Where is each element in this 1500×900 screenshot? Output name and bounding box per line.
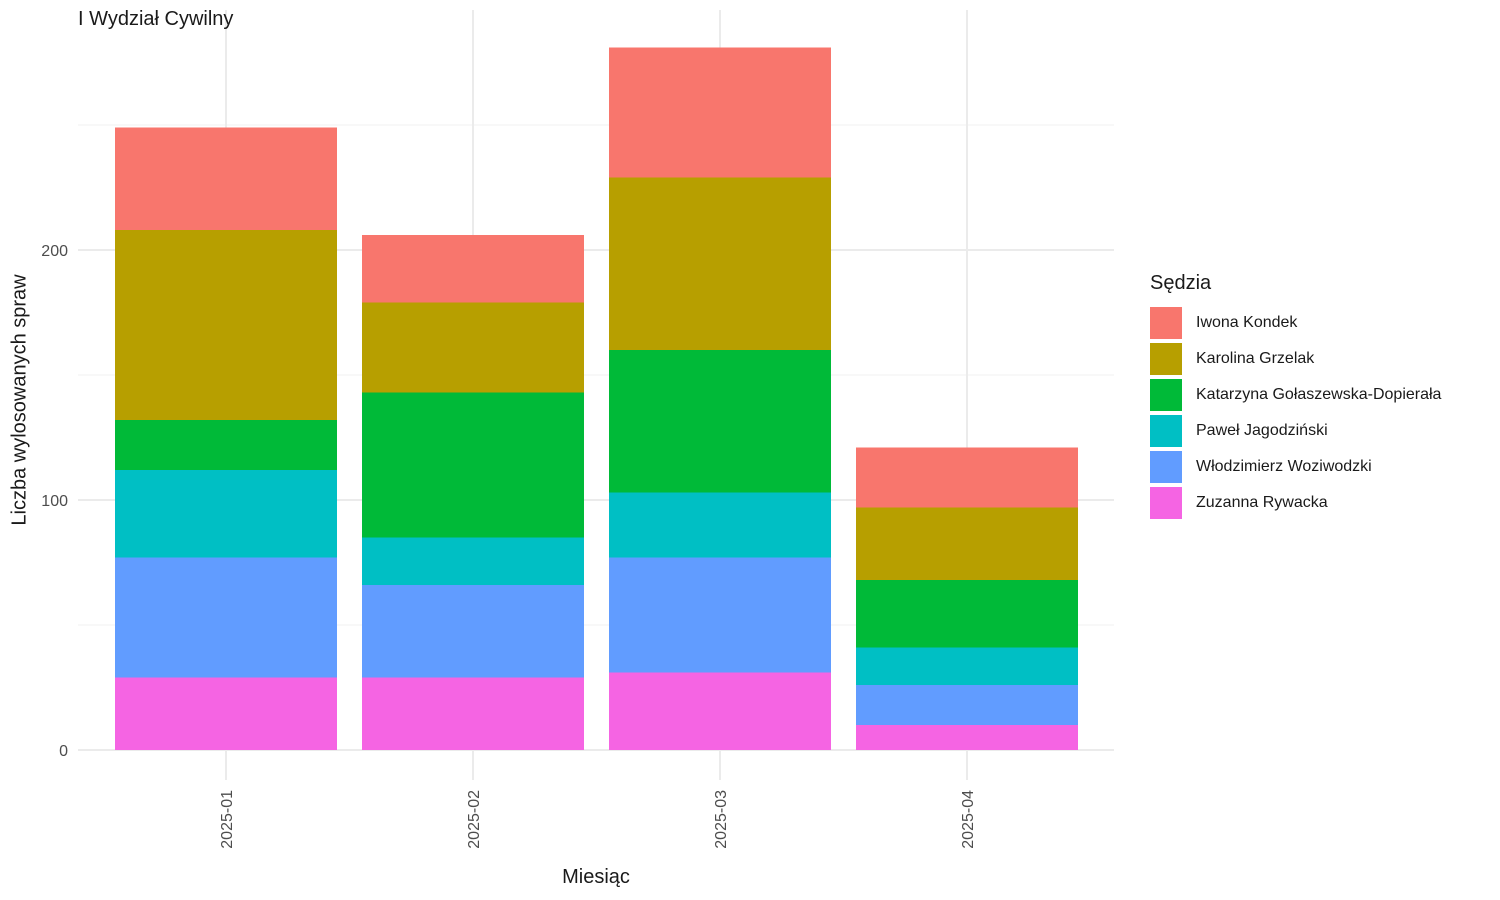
x-tick-label: 2025-04 <box>960 790 977 849</box>
legend-label: Włodzimierz Woziwodzki <box>1196 458 1372 475</box>
bar-segment <box>362 677 584 750</box>
legend-label: Paweł Jagodziński <box>1196 422 1328 439</box>
x-axis-label: Miesiąc <box>562 866 630 888</box>
legend-swatch <box>1150 343 1182 375</box>
bar-segment <box>856 580 1078 648</box>
legend-title: Sędzia <box>1150 272 1212 294</box>
x-tick-label: 2025-03 <box>713 790 730 849</box>
legend-item: Katarzyna Gołaszewska-Dopierała <box>1150 377 1441 413</box>
bar-segment <box>115 230 337 420</box>
bar-segment <box>115 557 337 678</box>
bar-segment <box>609 672 831 750</box>
bar-segment <box>609 350 831 493</box>
y-tick-label: 200 <box>41 243 68 260</box>
bar-segment <box>856 725 1078 750</box>
legend-swatch <box>1150 451 1182 483</box>
legend-items: Iwona Kondek Karolina Grzelak Katarzyna Go… <box>1150 305 1441 521</box>
bar-segment <box>609 47 831 178</box>
legend-swatch <box>1150 415 1182 447</box>
legend-item: Paweł Jagodziński <box>1150 413 1441 449</box>
bar-segment <box>609 177 831 350</box>
legend-label: Karolina Grzelak <box>1196 350 1315 367</box>
legend-swatch <box>1150 487 1182 519</box>
legend-item: Włodzimierz Woziwodzki <box>1150 449 1441 485</box>
y-tick-label: 100 <box>41 493 68 510</box>
y-axis-label: Liczba wylosowanych spraw <box>8 274 31 526</box>
bar-segment <box>609 492 831 558</box>
y-tick-label: 0 <box>59 743 68 760</box>
bar-segment <box>856 647 1078 685</box>
legend-swatch <box>1150 307 1182 339</box>
bar-segment <box>115 420 337 470</box>
y-axis-ticks: 0 100 200 <box>41 243 68 760</box>
chart-title: I Wydział Cywilny <box>78 8 234 30</box>
bar-segment <box>115 127 337 230</box>
bar-segment <box>115 677 337 750</box>
legend-label: Zuzanna Rywacka <box>1196 494 1328 511</box>
legend-label: Iwona Kondek <box>1196 314 1298 331</box>
bars <box>115 47 1078 750</box>
legend: Sędzia Iwona Kondek Karolina Grzelak Katar… <box>1150 272 1441 521</box>
legend-item: Karolina Grzelak <box>1150 341 1441 377</box>
bar-segment <box>362 392 584 538</box>
legend-label: Katarzyna Gołaszewska-Dopierała <box>1196 386 1442 403</box>
bar-segment <box>856 507 1078 580</box>
bar-segment <box>362 302 584 393</box>
bar-segment <box>609 557 831 673</box>
x-tick-label: 2025-01 <box>219 790 236 849</box>
legend-swatch <box>1150 379 1182 411</box>
x-tick-label: 2025-02 <box>466 790 483 849</box>
bar-segment <box>115 470 337 558</box>
bar-segment <box>362 585 584 678</box>
bar-segment <box>362 537 584 585</box>
bar-segment <box>856 685 1078 725</box>
bar-segment <box>856 447 1078 508</box>
bar-segment <box>362 235 584 303</box>
x-axis-ticks: 2025-01 2025-02 2025-03 2025-04 <box>219 790 977 849</box>
legend-item: Zuzanna Rywacka <box>1150 485 1441 521</box>
legend-item: Iwona Kondek <box>1150 305 1441 341</box>
